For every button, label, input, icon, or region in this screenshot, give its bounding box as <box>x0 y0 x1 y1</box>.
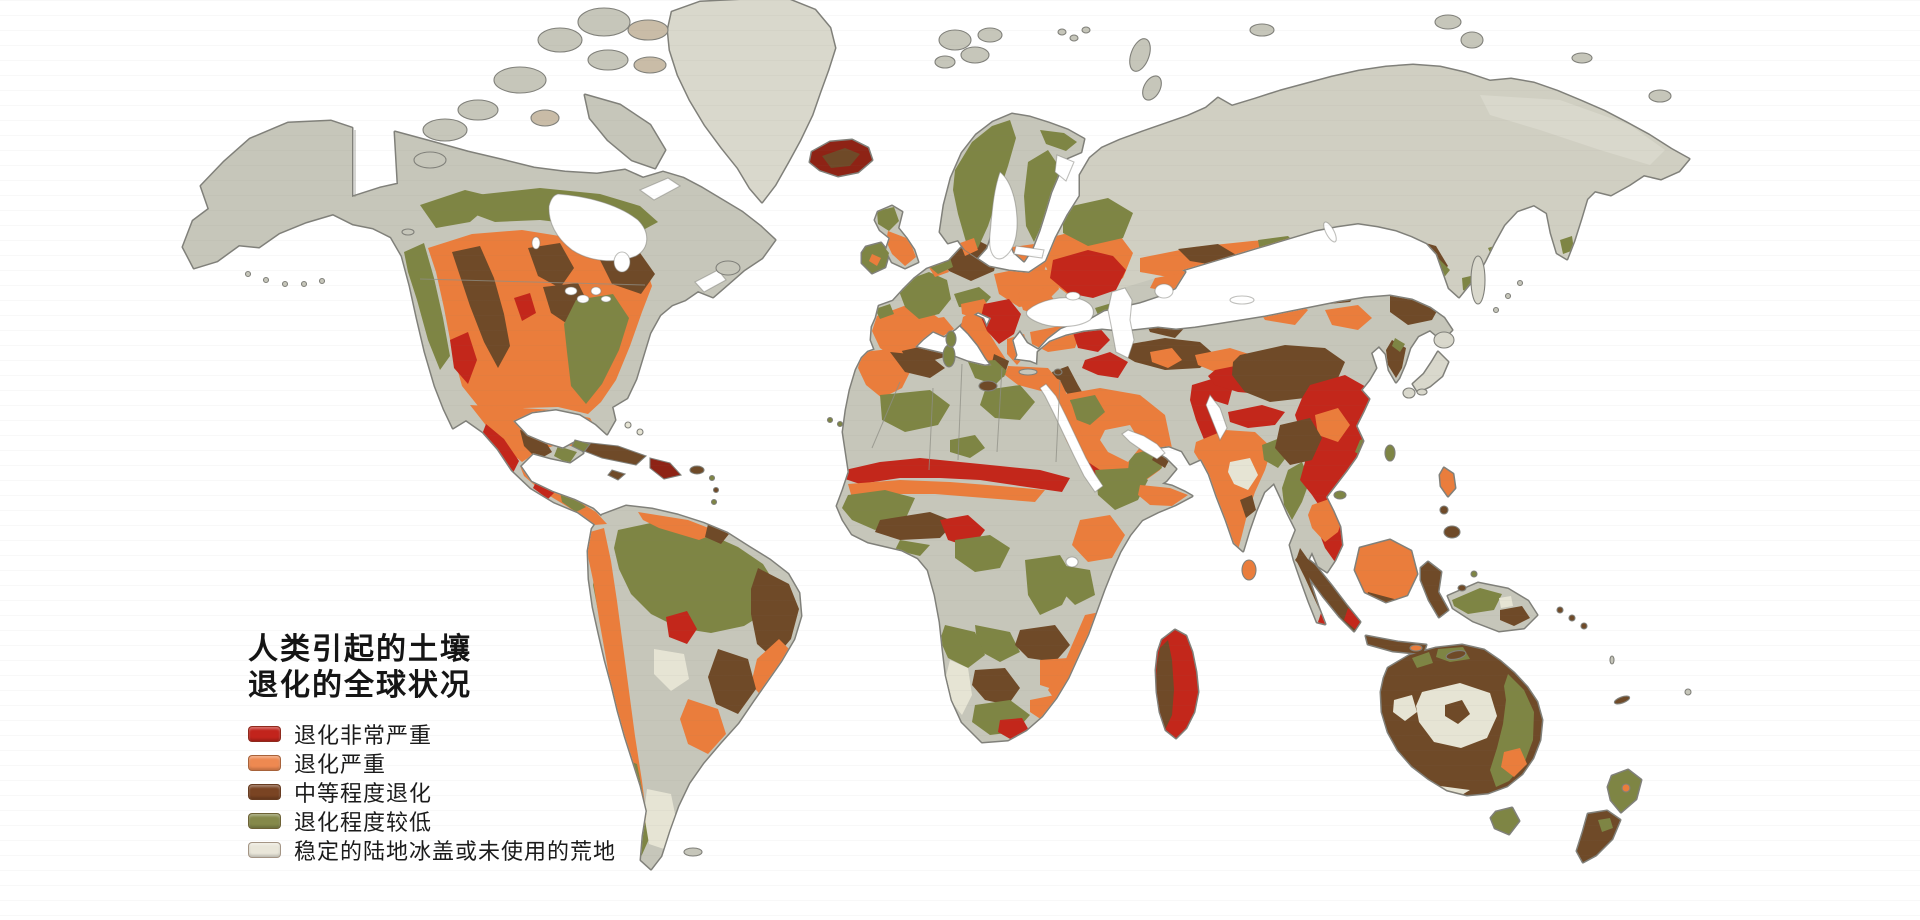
egypt-border <box>1055 379 1061 463</box>
legend-title: 人类引起的土壤 退化的全球状况 <box>248 632 616 704</box>
mauritania-border <box>871 381 901 449</box>
white-sea <box>1054 154 1075 182</box>
lake-balkhash <box>1229 295 1255 305</box>
legend-label-very-severe: 退化非常严重 <box>294 723 433 749</box>
legend-items: 退化非常严重 退化严重 中等程度退化 退化程度较低 稳定的陆地冰盖或未使用的荒地 <box>248 719 617 865</box>
indus-river <box>1205 393 1228 442</box>
great-lake <box>600 295 612 303</box>
legend-item-very-severe: 退化非常严重 <box>248 719 616 749</box>
legend-label-stable: 稳定的陆地冰盖或未使用的荒地 <box>294 839 617 865</box>
small-islands <box>244 7 1692 857</box>
baffin-island <box>585 95 665 168</box>
caspian-sea <box>1107 287 1135 359</box>
water-bodies <box>531 154 1337 568</box>
legend-title-line2: 退化的全球状况 <box>248 668 472 703</box>
libya-border <box>996 367 1003 453</box>
algeria-border <box>957 363 963 461</box>
legend-swatch-stable <box>248 841 281 858</box>
legend-item-moderate: 中等程度退化 <box>248 777 616 807</box>
map-legend: 人类引起的土壤 退化的全球状况 退化非常严重 退化严重 中等程度退化 退化程度较… <box>248 632 617 865</box>
great-lake <box>590 286 602 296</box>
great-lake <box>564 286 578 296</box>
legend-label-low: 退化程度较低 <box>294 810 433 836</box>
sulawesi <box>1421 562 1448 617</box>
hudson-strait <box>638 177 682 201</box>
legend-item-severe: 退化严重 <box>248 748 616 778</box>
greenland <box>668 0 835 202</box>
persian-gulf <box>1121 429 1166 460</box>
baltic-sea <box>989 171 1018 260</box>
lake-baikal <box>1323 221 1337 243</box>
legend-title-line1: 人类引起的土壤 <box>248 632 472 667</box>
legend-swatch-severe <box>248 754 281 771</box>
hudson-bay <box>548 193 648 262</box>
black-sea <box>1025 297 1094 328</box>
lake-victoria <box>1065 556 1079 568</box>
legend-swatch-very-severe <box>248 725 281 742</box>
gulf-st-lawrence <box>694 269 727 293</box>
gulf-of-finland <box>1013 245 1045 259</box>
sea-of-azov <box>1065 291 1081 301</box>
legend-label-moderate: 中等程度退化 <box>294 781 433 807</box>
mali-border <box>928 387 934 471</box>
country-borders <box>354 130 1061 471</box>
legend-swatch-moderate <box>248 783 281 800</box>
red-sea <box>1039 383 1104 493</box>
legend-swatch-low <box>248 812 281 829</box>
legend-label-severe: 退化严重 <box>294 752 387 778</box>
legend-item-low: 退化程度较低 <box>248 806 616 836</box>
us-canada-border <box>419 278 646 286</box>
aral-sea <box>1154 283 1174 299</box>
legend-item-stable: 稳定的陆地冰盖或未使用的荒地 <box>248 835 617 865</box>
great-lake <box>576 294 590 304</box>
james-bay <box>613 251 631 273</box>
lake-winnipeg <box>531 236 541 250</box>
